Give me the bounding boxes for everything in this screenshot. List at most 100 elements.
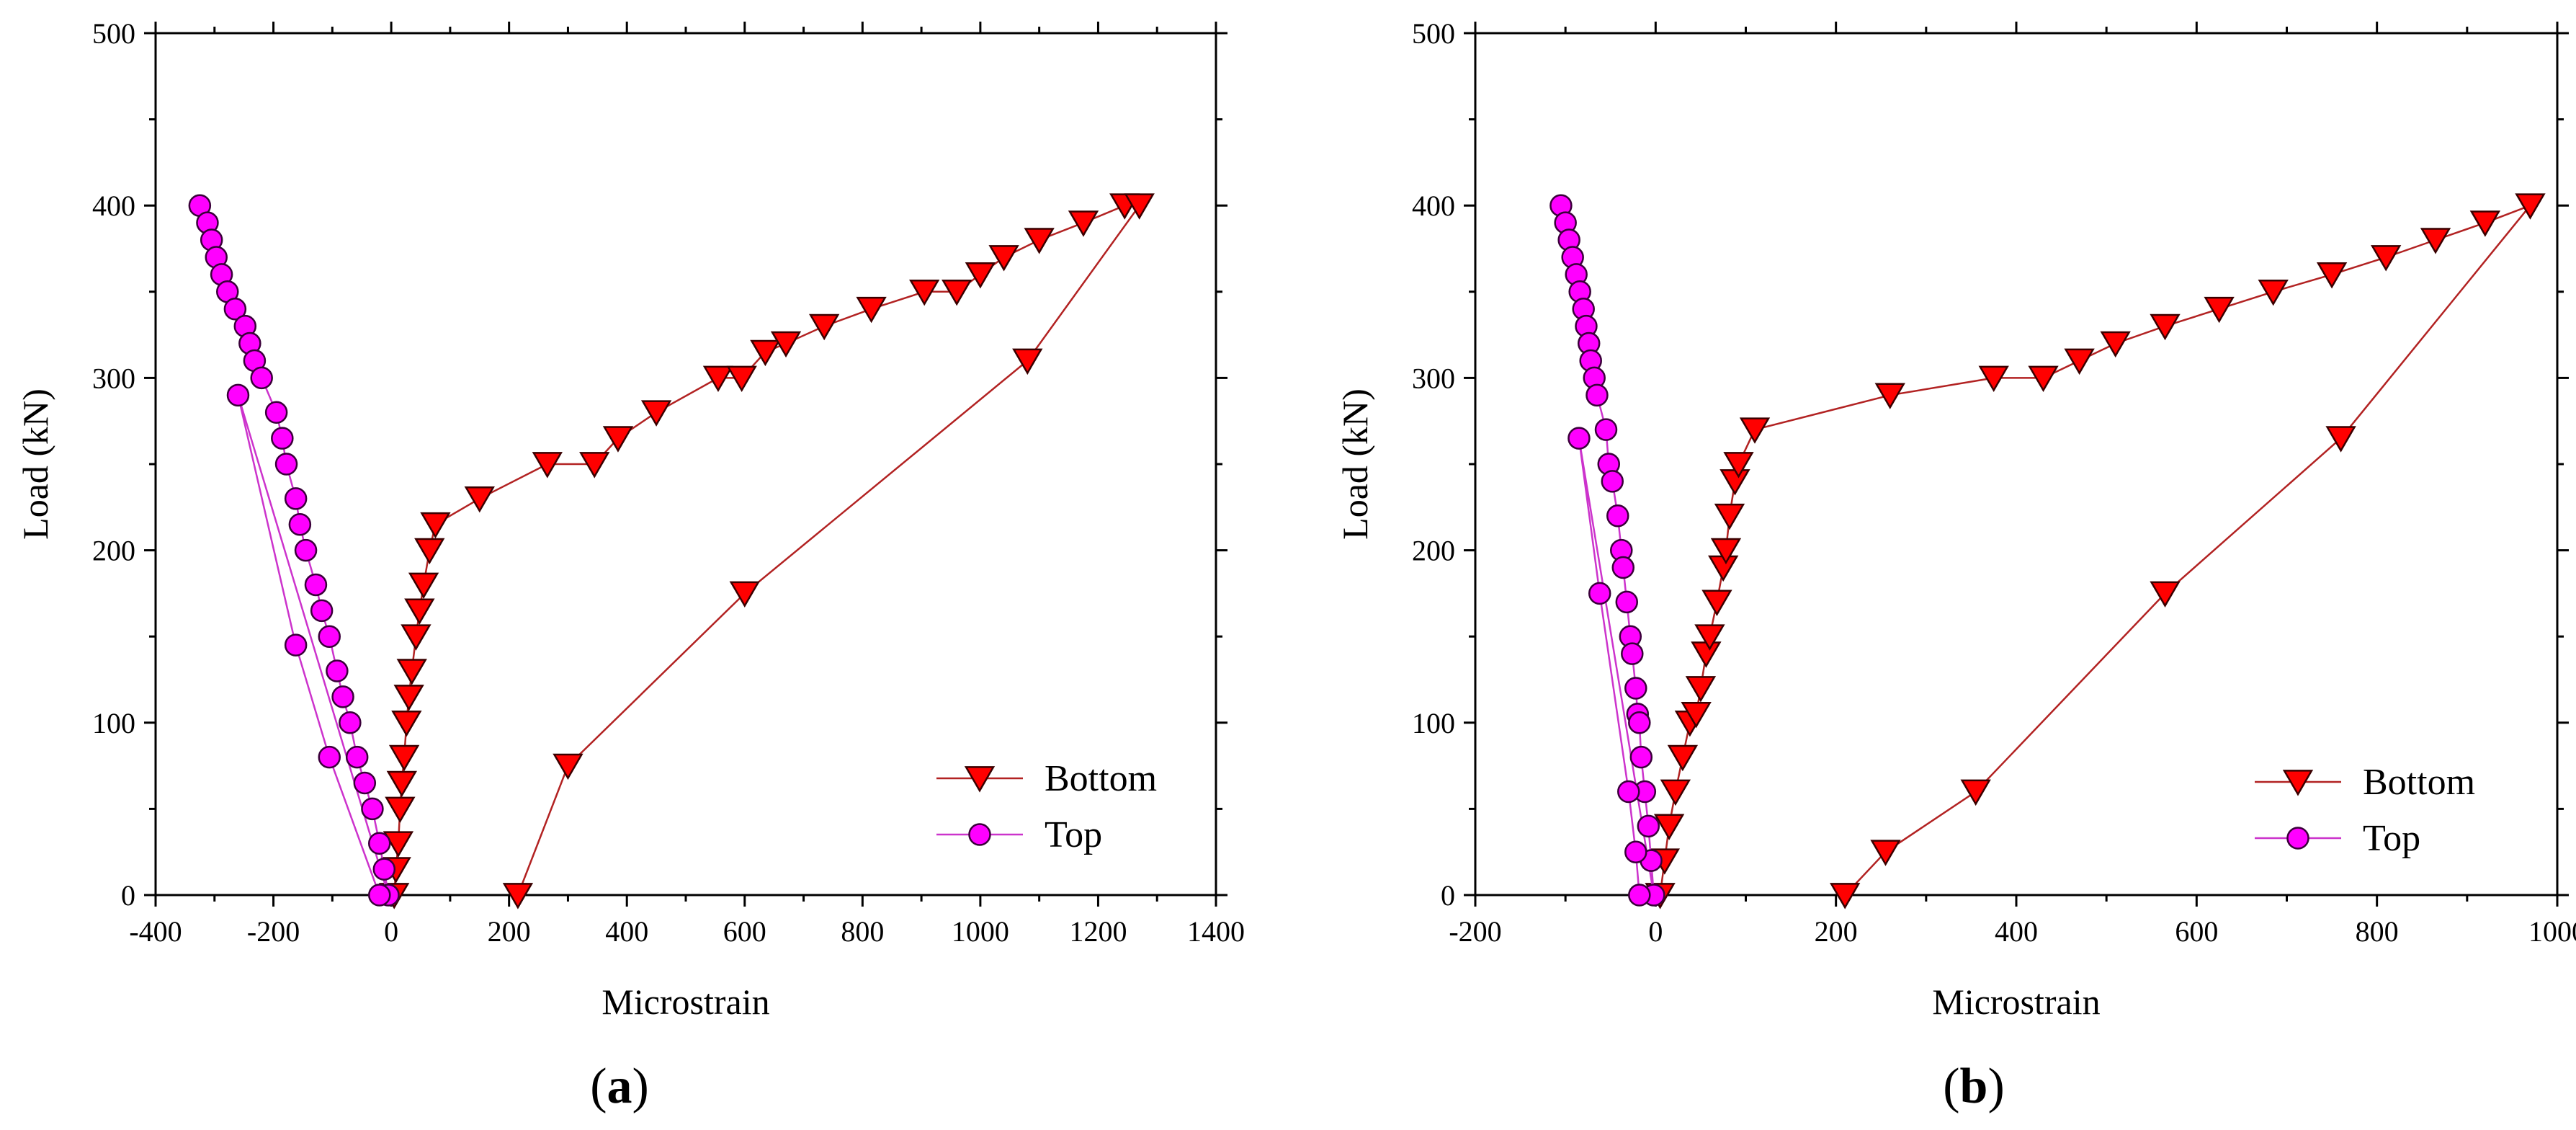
data-point-bottom [414, 538, 445, 565]
panel-label: (a) [590, 1059, 649, 1114]
data-point-top [1628, 884, 1651, 907]
data-point-bottom [2316, 262, 2348, 289]
data-point-bottom [385, 796, 416, 823]
data-point-bottom [393, 685, 424, 711]
data-point-bottom [1719, 469, 1750, 496]
data-point-bottom [729, 581, 760, 608]
data-point-bottom [1978, 365, 2009, 392]
y-axis-title: Load (kN) [15, 388, 55, 540]
data-point-top [326, 659, 349, 682]
data-point-bottom [404, 598, 435, 625]
data-point-bottom [726, 365, 757, 392]
data-point-bottom [1024, 228, 1055, 254]
data-point-bottom [1701, 590, 1732, 616]
data-point-top [353, 771, 377, 795]
data-point-top [1606, 504, 1629, 528]
data-point-bottom [1708, 555, 1739, 582]
data-point-top [310, 599, 334, 623]
data-point-bottom [1012, 348, 1043, 375]
data-point-bottom [702, 365, 734, 392]
x-tick-label: 400 [1995, 915, 2038, 948]
data-point-bottom [965, 262, 996, 289]
data-point-top [1594, 418, 1618, 441]
x-tick-label: -200 [247, 915, 300, 948]
legend: Bottom Top [936, 758, 1157, 855]
data-point-bottom [1739, 417, 1771, 444]
data-point-bottom [1714, 503, 1745, 530]
data-point-top [339, 711, 362, 734]
y-tick-label: 300 [1412, 362, 1455, 394]
data-point-top [1624, 840, 1647, 863]
y-tick-label: 0 [1441, 879, 1455, 912]
data-point-top [264, 401, 288, 424]
x-tick-label: 0 [1648, 915, 1663, 948]
legend-marker [2286, 827, 2309, 850]
data-point-bottom [1685, 676, 1717, 703]
data-point-bottom [1870, 840, 1901, 866]
data-point-bottom [502, 883, 534, 909]
data-point-bottom [1960, 779, 1991, 806]
y-tick-label: 400 [92, 190, 135, 222]
x-tick-label: 600 [723, 915, 766, 948]
data-point-bottom [388, 744, 420, 772]
data-point-top [318, 745, 341, 769]
data-point-bottom [1694, 624, 1725, 651]
data-point-bottom [640, 400, 672, 427]
data-point-bottom [1068, 210, 1099, 237]
data-point-bottom [2064, 348, 2095, 375]
series-markers-top [1549, 194, 1665, 907]
data-point-bottom [2371, 245, 2402, 272]
data-point-top [1588, 582, 1611, 605]
data-point-top [294, 538, 318, 562]
x-tick-label: 800 [2356, 915, 2399, 948]
data-point-top [318, 625, 341, 648]
data-point-top [274, 453, 298, 476]
data-point-top [368, 832, 391, 855]
x-tick-label: 1400 [1187, 915, 1245, 948]
data-point-top [1567, 427, 1591, 450]
data-point-bottom [391, 710, 422, 737]
data-point-bottom [1723, 452, 1754, 479]
data-point-top [284, 633, 308, 657]
data-point-bottom [532, 452, 563, 479]
legend-label: Bottom [2363, 762, 2475, 803]
data-point-bottom [2469, 210, 2501, 237]
data-point-bottom [2515, 193, 2546, 220]
data-point-top [372, 858, 396, 881]
data-point-top [1637, 814, 1660, 838]
x-tick-label: 1200 [1069, 915, 1127, 948]
data-point-bottom [856, 296, 887, 324]
y-axis-title: Load (kN) [1335, 388, 1375, 540]
data-point-top [1624, 677, 1647, 700]
data-point-bottom [2150, 313, 2181, 341]
series-markers-bottom [379, 193, 1155, 909]
data-point-bottom [988, 245, 1019, 272]
series-markers-top [188, 194, 400, 907]
data-point-top [1601, 470, 1624, 493]
x-tick-label: 600 [2175, 915, 2218, 948]
data-point-top [250, 366, 273, 390]
chart-panel-b: -200020040060080010000100200300400500Mic… [1335, 17, 2576, 1114]
data-point-bottom [1660, 779, 1691, 806]
x-tick-label: 200 [1815, 915, 1858, 948]
data-point-bottom [2100, 331, 2131, 358]
data-point-top [284, 487, 308, 510]
data-point-top [226, 383, 250, 407]
legend-label: Top [2363, 818, 2420, 859]
data-point-bottom [408, 572, 439, 600]
x-tick-label: 400 [605, 915, 648, 948]
y-tick-label: 0 [121, 879, 135, 912]
data-point-bottom [396, 659, 427, 685]
data-point-bottom [553, 753, 583, 780]
data-point-bottom [1874, 383, 1905, 409]
series-line-bottom [393, 204, 1142, 896]
data-point-top [368, 884, 391, 907]
data-point-bottom [809, 313, 840, 341]
y-tick-label: 200 [92, 535, 135, 567]
y-tick-label: 100 [92, 707, 135, 739]
data-point-top [1617, 780, 1640, 804]
data-point-top [1629, 745, 1653, 769]
data-point-bottom [464, 486, 495, 513]
data-point-bottom [1653, 814, 1685, 840]
data-point-top [1586, 383, 1609, 407]
